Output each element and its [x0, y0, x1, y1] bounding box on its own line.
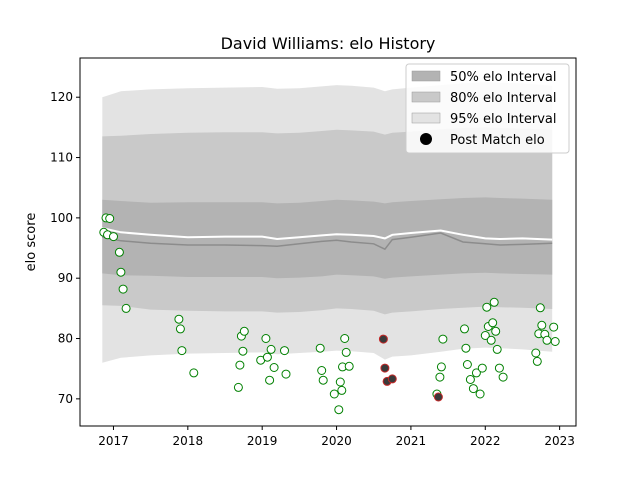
post-match-point: [334, 405, 344, 415]
post-match-point: [118, 284, 128, 294]
post-match-point: [109, 232, 118, 242]
post-match-point: [435, 372, 445, 382]
post-match-point: [318, 375, 328, 385]
legend-swatch: [411, 112, 441, 124]
post-match-point: [492, 344, 502, 354]
plot-frame: [79, 57, 577, 427]
post-match-point: [550, 337, 560, 346]
median-elo-line: [102, 232, 553, 251]
post-match-point: [233, 382, 243, 392]
post-match-point: [116, 267, 126, 277]
post-match-point: [438, 334, 448, 344]
post-match-point: [387, 374, 397, 384]
post-match-point: [378, 334, 388, 344]
x-tick-label: 2020: [321, 434, 352, 448]
post-match-point: [335, 377, 345, 387]
post-match-point: [262, 352, 272, 362]
x-tick-label: 2023: [544, 434, 575, 448]
legend-label: 95% elo Interval: [450, 112, 557, 127]
y-axis-label: elo score: [24, 213, 39, 272]
x-tick-label: 2017: [98, 434, 129, 448]
band-50-interval: [102, 197, 553, 279]
post-match-point: [460, 324, 469, 334]
post-match-point: [537, 320, 547, 330]
x-tick-label: 2021: [396, 434, 427, 448]
y-tick-label: 110: [50, 151, 73, 165]
y-axis: 70 80 90 100 110 120: [50, 90, 80, 406]
post-match-point: [480, 331, 490, 340]
legend-swatch: [411, 70, 441, 82]
post-match-point: [344, 361, 354, 371]
post-match-point: [114, 247, 124, 257]
post-match-point: [121, 303, 131, 313]
post-match-point: [315, 343, 325, 353]
x-tick-label: 2018: [173, 434, 204, 448]
post-match-point: [475, 389, 485, 399]
chart-title: David Williams: elo History: [221, 34, 436, 53]
post-match-point: [266, 344, 276, 354]
post-match-point: [471, 368, 481, 378]
post-match-point: [465, 375, 475, 384]
post-match-point: [542, 335, 552, 345]
y-tick-label: 70: [58, 392, 73, 406]
post-match-point: [462, 360, 472, 369]
post-match-point: [175, 324, 185, 334]
post-match-points: [99, 213, 560, 415]
post-match-point: [486, 335, 496, 345]
post-match-point: [337, 385, 347, 395]
x-tick-label: 2019: [247, 434, 278, 448]
post-match-point: [341, 347, 351, 357]
y-tick-label: 120: [50, 90, 73, 104]
post-match-point: [329, 389, 339, 399]
post-match-point: [340, 334, 350, 343]
legend: 50% elo Interval 80% elo Interval 95% elo …: [405, 63, 570, 154]
post-match-point: [498, 372, 508, 382]
post-match-point: [177, 346, 187, 356]
post-match-point: [436, 362, 446, 372]
post-match-point: [488, 318, 498, 328]
post-match-point: [468, 384, 478, 394]
post-match-point: [532, 356, 542, 366]
post-match-point: [239, 326, 249, 336]
legend-swatch: [411, 91, 441, 103]
y-tick-label: 80: [58, 332, 73, 346]
post-match-point: [494, 363, 504, 373]
post-match-point: [489, 297, 499, 307]
mean-elo-line: [102, 227, 553, 241]
legend-box: [405, 63, 570, 154]
post-match-point: [535, 303, 545, 313]
post-match-point: [433, 392, 443, 402]
post-match-point: [235, 360, 245, 370]
x-tick-label: 2022: [470, 434, 501, 448]
post-match-point: [491, 326, 501, 336]
post-match-point: [174, 314, 184, 324]
post-match-point: [477, 363, 487, 373]
legend-label: 80% elo Interval: [450, 91, 557, 106]
x-axis: 2017 2018 2019 2020 2021 2022 2023: [98, 426, 575, 448]
post-match-point: [238, 346, 248, 356]
post-match-point: [482, 302, 492, 312]
y-tick-label: 100: [50, 211, 73, 225]
post-match-point: [461, 343, 471, 353]
y-tick-label: 90: [58, 271, 73, 285]
post-match-point: [269, 363, 279, 372]
post-match-point: [281, 369, 291, 379]
post-match-point: [265, 375, 275, 385]
post-match-point: [261, 334, 271, 343]
legend-label: 50% elo Interval: [450, 70, 557, 85]
elo-lines: [102, 227, 553, 251]
legend-marker: [420, 133, 432, 145]
post-match-point: [549, 322, 559, 332]
post-match-point: [105, 214, 115, 223]
post-match-point: [280, 346, 289, 356]
post-match-point: [531, 348, 541, 358]
legend-label: Post Match elo: [450, 133, 545, 148]
post-match-point: [317, 366, 327, 375]
post-match-point: [380, 363, 390, 373]
post-match-point: [189, 368, 199, 378]
